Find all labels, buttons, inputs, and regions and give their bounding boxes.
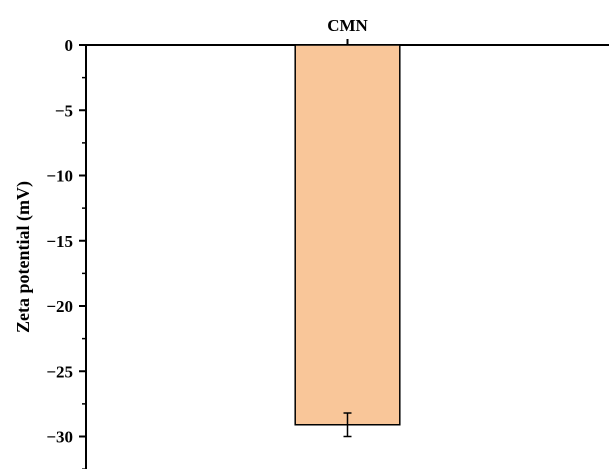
bar-group — [294, 44, 401, 438]
y-axis-group: 0 −5 −10 −15 −20 −25 −30 — [46, 36, 87, 469]
y-tick-label: −5 — [55, 101, 73, 120]
y-tick-label: −20 — [46, 297, 73, 316]
x-tick-group: CMN — [327, 16, 369, 45]
y-axis-label: Zeta potential (mV) — [13, 181, 34, 333]
bar — [294, 44, 401, 426]
y-tick-label: −10 — [46, 167, 73, 186]
y-tick-label: −25 — [46, 362, 73, 381]
y-tick-label: −15 — [46, 232, 73, 251]
x-category-label: CMN — [327, 16, 368, 35]
x-axis-group: CMN — [86, 16, 609, 46]
y-tick-label: 0 — [65, 36, 74, 55]
y-tick-label: −30 — [46, 428, 73, 447]
y-tick-group: 0 −5 −10 −15 −20 −25 −30 — [46, 36, 86, 469]
